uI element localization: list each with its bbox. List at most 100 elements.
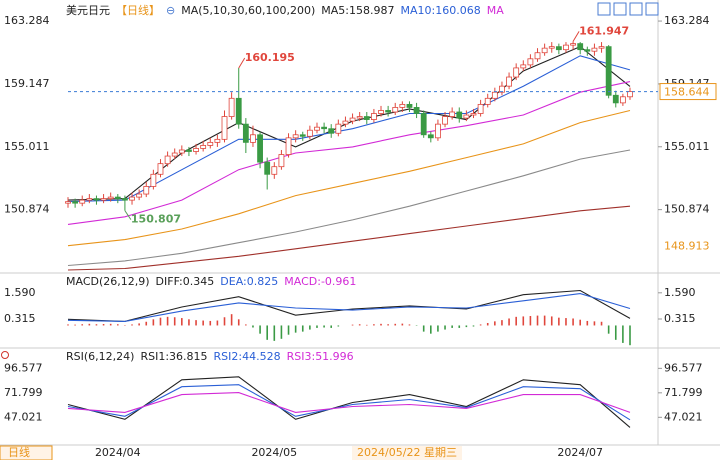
extreme-label: 160.195: [245, 51, 295, 64]
symbol-title: 美元日元: [66, 4, 110, 17]
candle-body: [370, 113, 377, 120]
candle-body: [385, 110, 392, 113]
y-tick-label: 155.011: [4, 140, 50, 153]
candle-body: [200, 145, 207, 149]
candle-body: [143, 186, 150, 195]
legend-item: MA: [487, 4, 504, 17]
candle-body: [442, 116, 448, 125]
icon[interactable]: [597, 2, 611, 16]
y-tick-label: 1.590: [664, 286, 696, 299]
indicator-line: [67, 376, 631, 428]
y-tick-label: 96.577: [664, 361, 703, 374]
settings-icon[interactable]: [1, 351, 9, 359]
candle-body: [420, 113, 427, 136]
y-tick-label: 71.799: [4, 386, 43, 399]
candle-body: [228, 97, 235, 117]
candle-body: [314, 126, 320, 131]
candle-body: [250, 134, 256, 143]
candle-body: [449, 111, 456, 117]
candle-body: [520, 64, 527, 69]
candle-body: [491, 91, 498, 99]
candle-body: [363, 116, 370, 120]
candle-body: [399, 103, 406, 108]
extreme-pointer: [124, 210, 132, 220]
legend-item: MA5:158.987: [321, 4, 394, 17]
candle-body: [506, 76, 512, 87]
legend-label: DEA:: [220, 275, 247, 288]
candle-body: [349, 117, 356, 122]
legend-label: MA5:: [321, 3, 350, 17]
candle-body: [72, 201, 79, 204]
candle-body: [470, 113, 477, 116]
candle-body: [271, 166, 278, 175]
legend-value: 51.996: [315, 350, 354, 363]
toolbar-icons[interactable]: [597, 2, 659, 16]
legend-label: RSI1:: [140, 350, 170, 363]
period-button-box[interactable]: [0, 445, 53, 460]
candle-body: [65, 201, 71, 204]
candle-body: [235, 97, 242, 125]
candle-body: [214, 138, 221, 143]
candle-body: [563, 44, 569, 51]
legend-item: DEA:0.825: [220, 275, 278, 288]
candle-body: [292, 134, 299, 139]
icon[interactable]: [645, 2, 659, 16]
last-price-box: [659, 83, 717, 101]
candle-body: [321, 126, 328, 130]
legend: MA5:158.987 MA10:160.068 MA: [321, 4, 503, 17]
legend-value: 44.528: [242, 350, 281, 363]
icon[interactable]: [613, 2, 627, 16]
extreme-pointer: [572, 31, 580, 42]
candle-body: [392, 107, 399, 113]
price-header: 美元日元 【日线】 ⊖ MA(5,10,30,60,100,200) MA5:1…: [66, 2, 504, 18]
y-tick-label: 163.284: [664, 14, 710, 27]
candle-body: [577, 43, 584, 51]
indicator-line: [67, 384, 631, 421]
legend-item: MACD:-0.961: [284, 275, 356, 288]
legend-label: DIFF:: [155, 275, 183, 288]
candle-body: [378, 110, 384, 114]
candle-body: [171, 152, 178, 157]
legend-item: RSI1:36.815: [140, 350, 207, 363]
indicator-line: [67, 293, 631, 322]
y-tick-label: 163.284: [4, 14, 50, 27]
legend-label: MA10:: [400, 3, 436, 17]
legend-label: RSI2:: [213, 350, 243, 363]
candle-body: [100, 198, 107, 201]
y-tick-label: 47.021: [4, 410, 43, 423]
candle-body: [285, 137, 292, 155]
candle-body: [499, 85, 505, 93]
y-tick-label: 150.874: [4, 203, 50, 216]
candle-body: [612, 94, 619, 104]
candle-body: [484, 97, 491, 105]
candle-body: [605, 46, 612, 96]
period-button[interactable]: 日线: [8, 445, 30, 459]
candle-body: [584, 49, 591, 52]
icon[interactable]: [629, 2, 643, 16]
legend-label: RSI3:: [286, 350, 316, 363]
y-tick-label: 150.874: [664, 203, 710, 216]
y-tick-label: 0.315: [4, 312, 36, 325]
candle-body: [527, 58, 534, 66]
candle-body: [186, 149, 192, 152]
legend-label: MACD:: [284, 275, 321, 288]
extreme-pointer: [238, 57, 246, 69]
candle-body: [242, 123, 249, 143]
candle-body: [598, 46, 605, 49]
collapse-icon[interactable]: ⊖: [166, 3, 176, 17]
candle-body: [541, 47, 548, 54]
candle-body: [93, 198, 100, 201]
crosshair-date: 2024/05/22 星期三: [357, 446, 457, 459]
y-tick-label: 155.011: [664, 140, 710, 153]
candle-body: [328, 128, 335, 134]
indicator-title: MACD(26,12,9): [66, 275, 150, 288]
y-tick-label: 0.315: [664, 312, 696, 325]
y-tick-label: 47.021: [664, 410, 703, 423]
legend-value: 0.345: [182, 275, 215, 288]
candle-body: [257, 134, 263, 163]
candle-body: [463, 114, 470, 119]
x-tick-label: 2024/04: [95, 446, 141, 459]
candle-body: [79, 199, 86, 204]
